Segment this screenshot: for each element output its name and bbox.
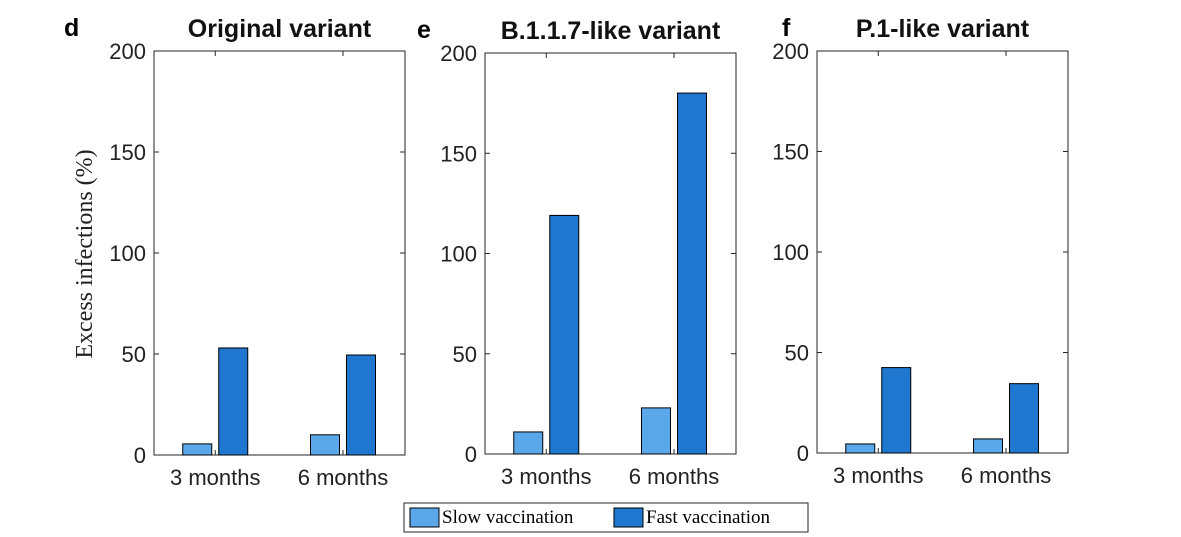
y-tick-label: 100 bbox=[440, 242, 477, 267]
y-tick-label: 50 bbox=[785, 341, 809, 366]
y-tick-label: 200 bbox=[772, 39, 809, 64]
y-tick-label: 0 bbox=[465, 442, 477, 467]
bar-slow-6-months bbox=[973, 438, 1004, 454]
bar-fast-3-months bbox=[881, 367, 912, 454]
panel-title: B.1.1.7-like variant bbox=[501, 17, 721, 45]
y-tick-label: 0 bbox=[134, 443, 146, 468]
y-tick-label: 150 bbox=[109, 140, 146, 165]
legend: Slow vaccination Fast vaccination bbox=[403, 502, 809, 533]
y-tick-label: 0 bbox=[797, 441, 809, 466]
bar-fast-6-months bbox=[677, 92, 708, 455]
bar-fast-3-months bbox=[549, 214, 580, 455]
x-tick-label: 3 months bbox=[833, 463, 924, 488]
bar-fast-3-months bbox=[218, 347, 249, 456]
legend-label-slow: Slow vaccination bbox=[442, 507, 574, 528]
y-tick-label: 150 bbox=[440, 141, 477, 166]
x-tick-label: 6 months bbox=[629, 464, 720, 489]
bar-slow-6-months bbox=[641, 407, 672, 455]
bar-slow-3-months bbox=[845, 443, 876, 454]
y-tick-label: 200 bbox=[440, 41, 477, 66]
panel-d: d Original variant 0 50 100 150 200 3 months 6 m… bbox=[64, 14, 406, 490]
y-tick-label: 200 bbox=[109, 39, 146, 64]
x-tick-label: 6 months bbox=[298, 465, 389, 490]
y-tick-label: 100 bbox=[772, 240, 809, 265]
bar-fast-6-months bbox=[1009, 383, 1040, 454]
x-tick-label: 3 months bbox=[501, 464, 592, 489]
y-tick-label: 150 bbox=[772, 140, 809, 165]
panel-title: Original variant bbox=[188, 15, 372, 43]
legend-label-fast: Fast vaccination bbox=[646, 507, 770, 528]
panel-letter: f bbox=[782, 14, 791, 42]
y-tick-label: 100 bbox=[109, 241, 146, 266]
panels: d Original variant 0 50 100 150 200 3 months 6 m… bbox=[64, 14, 1069, 490]
panel-letter: e bbox=[417, 16, 431, 44]
y-tick-label: 50 bbox=[453, 342, 477, 367]
legend-swatch-fast bbox=[613, 507, 644, 528]
bar-slow-3-months bbox=[513, 431, 544, 455]
bar-slow-3-months bbox=[182, 443, 213, 456]
y-tick-label: 50 bbox=[122, 342, 146, 367]
panel-e: e B.1.1.7-like variant 0 50 100 150 200 3 month… bbox=[417, 16, 737, 489]
panel-letter: d bbox=[64, 14, 79, 42]
bar-slow-6-months bbox=[310, 434, 341, 456]
bar-fast-6-months bbox=[346, 354, 377, 456]
x-tick-label: 3 months bbox=[170, 465, 261, 490]
y-axis-label: Excess infections (%) bbox=[72, 149, 98, 358]
panel-title: P.1-like variant bbox=[856, 15, 1030, 43]
panel-f: f P.1-like variant 0 50 100 150 200 3 months 6 m… bbox=[772, 14, 1069, 488]
legend-box bbox=[403, 502, 809, 533]
x-tick-label: 6 months bbox=[961, 463, 1052, 488]
legend-swatch-slow bbox=[409, 507, 440, 528]
